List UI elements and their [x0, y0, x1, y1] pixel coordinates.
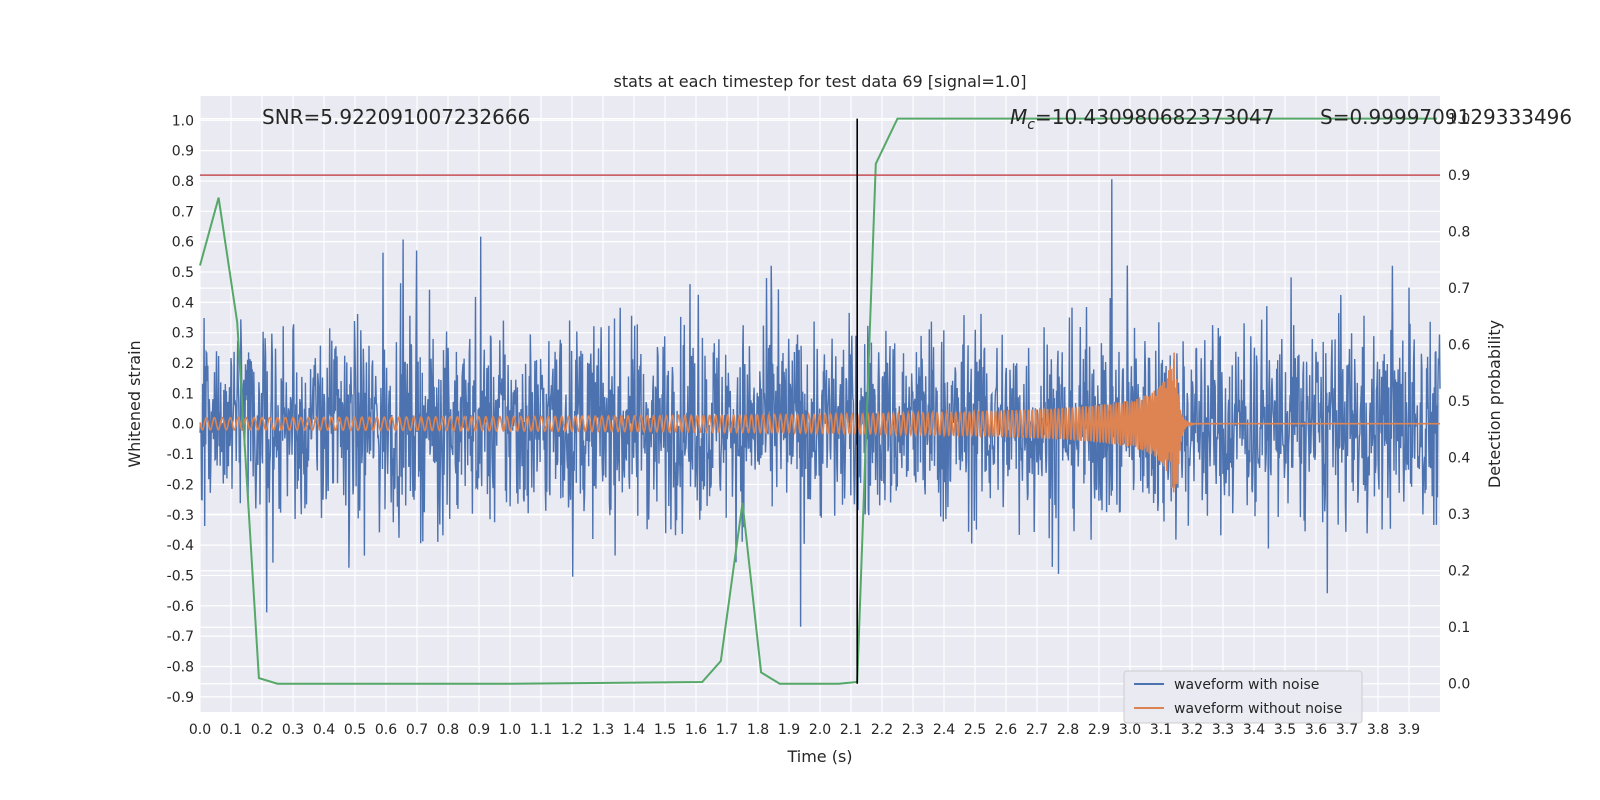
- y-tick-label: -0.3: [167, 508, 194, 524]
- x-tick-label: 2.5: [964, 722, 986, 738]
- x-tick-label: 0.5: [344, 722, 366, 738]
- y-tick-label: 0.1: [172, 386, 194, 402]
- x-tick-label: 1.3: [592, 722, 614, 738]
- y2-tick-label: 0.1: [1448, 620, 1470, 636]
- legend: waveform with noise waveform without noi…: [1123, 670, 1363, 724]
- waveform-without-noise-line: [199, 352, 1440, 493]
- noise-path: [199, 179, 1441, 627]
- mc-symbol: M: [1010, 105, 1027, 129]
- x-tick-label: 3.3: [1212, 722, 1234, 738]
- y-tick-labels: 1.0 0.9 0.8 0.7 0.6 0.5 0.4 0.3 0.2 0.1 0.0 -0.1 -0.…: [167, 113, 194, 706]
- mc-value: =10.430980682373047: [1035, 105, 1274, 129]
- x-axis-label: Time (s): [786, 747, 852, 766]
- x-tick-label: 1.5: [654, 722, 676, 738]
- x-tick-label: 2.1: [840, 722, 862, 738]
- x-tick-labels: 0.0 0.1 0.2 0.3 0.4 0.5 0.6 0.7 0.8 0.9 1.0 1.1 1.2 1…: [189, 722, 1420, 738]
- x-tick-label: 3.6: [1305, 722, 1327, 738]
- y2-tick-label: 1.0: [1448, 112, 1470, 128]
- y-tick-label: 0.0: [172, 417, 194, 433]
- x-tick-label: 0.4: [313, 722, 335, 738]
- x-tick-label: 2.8: [1057, 722, 1079, 738]
- x-tick-label: 3.9: [1398, 722, 1420, 738]
- snr-annotation: SNR=5.922091007232666: [262, 105, 530, 129]
- x-tick-label: 3.4: [1243, 722, 1265, 738]
- x-tick-label: 1.4: [623, 722, 645, 738]
- x-tick-label: 3.5: [1274, 722, 1296, 738]
- x-tick-label: 0.2: [251, 722, 273, 738]
- y-tick-label: -0.1: [167, 447, 194, 463]
- x-tick-label: 2.2: [871, 722, 893, 738]
- y-tick-label: 0.5: [172, 265, 194, 281]
- x-tick-label: 2.6: [995, 722, 1017, 738]
- chart-title: stats at each timestep for test data 69 …: [614, 72, 1027, 91]
- x-tick-label: 2.9: [1088, 722, 1110, 738]
- x-tick-label: 1.8: [747, 722, 769, 738]
- y2-tick-label: 0.9: [1448, 168, 1470, 184]
- y-tick-label: -0.7: [167, 629, 194, 645]
- x-tick-label: 3.8: [1367, 722, 1389, 738]
- y-tick-label: 0.6: [172, 235, 194, 251]
- detection-probability-line: [199, 117, 1437, 685]
- legend-label-noise: waveform with noise: [1174, 677, 1319, 693]
- chirp-path: [199, 352, 1440, 493]
- waveform-with-noise-line: [199, 179, 1441, 627]
- y-tick-label: -0.4: [167, 538, 194, 554]
- y2-tick-label: 0.5: [1448, 394, 1470, 410]
- y-tick-label: 0.9: [172, 144, 194, 160]
- y2-tick-label: 0.8: [1448, 225, 1470, 241]
- y2-tick-label: 0.2: [1448, 564, 1470, 580]
- x-tick-label: 3.1: [1150, 722, 1172, 738]
- y-tick-label: -0.5: [167, 568, 194, 584]
- y-tick-label: 0.7: [172, 204, 194, 220]
- x-tick-label: 1.6: [685, 722, 707, 738]
- x-tick-label: 0.1: [220, 722, 242, 738]
- probability-path: [199, 117, 1437, 685]
- x-tick-label: 2.0: [809, 722, 831, 738]
- y-tick-label: 0.4: [172, 295, 194, 311]
- y-tick-label: 0.8: [172, 174, 194, 190]
- x-tick-label: 1.1: [530, 722, 552, 738]
- x-tick-label: 0.8: [437, 722, 459, 738]
- y-tick-label: 0.3: [172, 326, 194, 342]
- x-tick-label: 0.6: [375, 722, 397, 738]
- x-tick-label: 0.0: [189, 722, 211, 738]
- x-tick-label: 2.3: [902, 722, 924, 738]
- y2-tick-label: 0.4: [1448, 451, 1470, 467]
- x-tick-label: 0.9: [468, 722, 490, 738]
- x-tick-label: 1.9: [778, 722, 800, 738]
- y-tick-label: -0.6: [167, 599, 194, 615]
- x-tick-label: 2.4: [933, 722, 955, 738]
- y2-axis-label: Detection probability: [1485, 320, 1504, 488]
- x-tick-label: 1.0: [499, 722, 521, 738]
- y-tick-label: -0.8: [167, 659, 194, 675]
- y2-tick-label: 0.3: [1448, 507, 1470, 523]
- x-tick-label: 0.7: [406, 722, 428, 738]
- legend-box: [1123, 670, 1363, 724]
- mc-annotation: Mc=10.430980682373047: [1010, 105, 1274, 133]
- y-tick-label: 1.0: [172, 113, 194, 129]
- y2-tick-label: 0.6: [1448, 338, 1470, 354]
- x-tick-label: 3.2: [1181, 722, 1203, 738]
- legend-label-clean: waveform without noise: [1174, 701, 1342, 717]
- y-tick-label: -0.2: [167, 477, 194, 493]
- x-tick-label: 3.7: [1336, 722, 1358, 738]
- grid: [199, 96, 1440, 712]
- x-tick-label: 2.7: [1026, 722, 1048, 738]
- mc-subscript: c: [1027, 117, 1035, 133]
- x-tick-label: 1.7: [716, 722, 738, 738]
- s-annotation: S=0.9999709129333496: [1320, 105, 1572, 129]
- y-axis-label: Whitened strain: [125, 340, 144, 467]
- y2-tick-label: 0.7: [1448, 281, 1470, 297]
- y-tick-label: 0.2: [172, 356, 194, 372]
- y2-tick-label: 0.0: [1448, 677, 1470, 693]
- x-tick-label: 0.3: [282, 722, 304, 738]
- y2-tick-labels: 1.0 0.9 0.8 0.7 0.6 0.5 0.4 0.3 0.2 0.1 0.0: [1448, 112, 1470, 693]
- x-tick-label: 3.0: [1119, 722, 1141, 738]
- x-tick-label: 1.2: [561, 722, 583, 738]
- y-tick-label: -0.9: [167, 690, 194, 706]
